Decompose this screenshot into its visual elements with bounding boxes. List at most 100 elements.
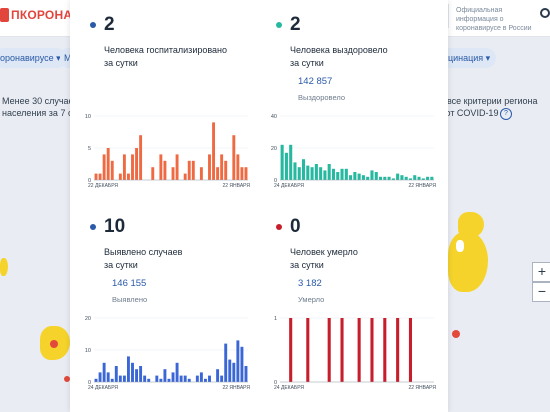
chart-bar xyxy=(143,375,147,382)
chart-bar xyxy=(167,378,171,382)
chart-bar xyxy=(171,372,175,382)
chart-bar xyxy=(216,369,220,382)
stat-value: 2 xyxy=(290,14,301,35)
chart-bar xyxy=(159,154,163,180)
stat-bar-chart: 40 20 024 ДЕКАБРЯ 22 ЯНВАРЯ xyxy=(271,114,437,189)
chart-bar xyxy=(404,176,408,180)
logo-mark-icon xyxy=(0,8,9,22)
stat-bar-chart: 1 024 ДЕКАБРЯ 22 ЯНВАРЯ xyxy=(274,316,436,391)
map-region[interactable] xyxy=(50,340,58,348)
chart-bar xyxy=(131,362,134,382)
y-tick-label: 0 xyxy=(274,380,277,386)
chart-bar xyxy=(135,148,139,180)
chart-bar xyxy=(336,172,340,180)
chart-bar xyxy=(135,369,139,382)
chart-bar xyxy=(183,173,187,180)
chart-bar xyxy=(426,176,430,180)
status-dot-icon xyxy=(276,22,282,28)
chart-bar xyxy=(199,167,203,180)
y-tick-label: 40 xyxy=(271,114,277,120)
stat-label: Человека госпитализировано за сутки xyxy=(104,44,227,70)
chart-bar xyxy=(340,168,344,180)
chart-bar xyxy=(139,366,143,382)
region-text-right-1: ы все критерии региона xyxy=(438,96,538,106)
chart-bar xyxy=(361,175,365,180)
map-region[interactable] xyxy=(64,376,70,382)
stat-total-label: Выздоровело xyxy=(298,93,346,102)
chart-bar xyxy=(155,375,159,382)
stat-label-line2: за сутки xyxy=(290,58,324,68)
status-dot-icon xyxy=(90,224,96,230)
map-region[interactable] xyxy=(452,330,460,338)
chart-bar xyxy=(417,176,421,180)
chart-bar xyxy=(171,167,175,180)
chart-bar xyxy=(353,172,357,180)
chart-bar xyxy=(224,160,228,180)
stat-label-line2: за сутки xyxy=(104,260,138,270)
chart-bar xyxy=(122,375,126,382)
search-icon[interactable] xyxy=(540,8,550,18)
chart-bar xyxy=(319,167,323,180)
nav-pill-about[interactable]: оронавирусе ▾ xyxy=(0,48,67,68)
stat-label: Выявлено случаев за сутки xyxy=(104,246,182,272)
chart-bar xyxy=(378,176,383,180)
chart-bar xyxy=(126,173,130,180)
stat-card-deaths: 0 Человек умерло за сутки 3 182 Умерло 1 0… xyxy=(264,206,442,406)
stat-card-detected: 10 Выявлено случаев за сутки 146 155 Выяв… xyxy=(78,206,256,406)
x-tick-label: 22 ДЕКАБРЯ xyxy=(88,183,118,189)
chart-bar xyxy=(357,173,361,180)
chart-bar xyxy=(306,318,310,382)
chart-bar xyxy=(344,168,348,180)
chart-bar xyxy=(224,343,228,382)
chart-bar xyxy=(301,159,306,180)
chart-bar xyxy=(203,378,207,382)
zoom-in-button[interactable]: + xyxy=(532,262,550,282)
chart-bar xyxy=(163,160,167,180)
status-dot-icon xyxy=(90,22,96,28)
stat-card-hospitalized: 2 Человека госпитализировано за сутки 10 5… xyxy=(78,4,256,204)
stat-value: 0 xyxy=(290,216,301,237)
chart-bar xyxy=(187,378,191,382)
chart-bar xyxy=(430,176,434,180)
stat-label: Человека выздоровело за сутки xyxy=(290,44,388,70)
map-region[interactable] xyxy=(0,258,8,276)
chart-bar xyxy=(331,168,336,180)
stat-value: 10 xyxy=(104,216,126,237)
map-region-outline xyxy=(456,240,464,252)
help-icon[interactable]: ? xyxy=(500,108,512,120)
nav-pill-vaccination[interactable]: кцинация ▾ xyxy=(438,48,497,68)
stat-total: 146 155 xyxy=(112,278,147,289)
chart-bar xyxy=(94,173,98,180)
chart-bar xyxy=(110,160,114,180)
chart-bar xyxy=(297,167,301,180)
chart-bar xyxy=(396,173,400,180)
chart-bar xyxy=(280,144,284,180)
chart-bar xyxy=(175,362,179,382)
chart-bar xyxy=(327,318,331,382)
chart-bar xyxy=(118,173,122,180)
chart-bar xyxy=(293,162,297,180)
chart-bar xyxy=(396,318,400,382)
x-tick-label: 22 ЯНВАРЯ xyxy=(222,385,250,391)
chart-bar xyxy=(232,135,236,180)
chart-bar xyxy=(306,165,310,180)
y-tick-label: 10 xyxy=(85,348,91,354)
x-tick-label: 22 ЯНВАРЯ xyxy=(222,183,250,189)
chart-bar xyxy=(208,154,211,180)
chart-bar xyxy=(366,176,370,180)
chart-bar xyxy=(147,378,151,382)
map-region[interactable] xyxy=(458,212,484,238)
chart-bar xyxy=(98,173,102,180)
chart-bar xyxy=(236,340,240,382)
chart-bar xyxy=(98,372,102,382)
chart-bar xyxy=(289,144,293,180)
chart-bar xyxy=(179,375,183,382)
chart-bar xyxy=(357,318,361,382)
chart-bar xyxy=(374,172,378,180)
region-text-left-2: населения за 7 су xyxy=(2,108,77,118)
zoom-out-button[interactable]: − xyxy=(532,282,550,302)
region-text-right-2: о от COVID-19 xyxy=(438,108,499,118)
chart-bar xyxy=(195,375,199,382)
chart-bar xyxy=(159,378,163,382)
map-region[interactable] xyxy=(448,232,488,292)
